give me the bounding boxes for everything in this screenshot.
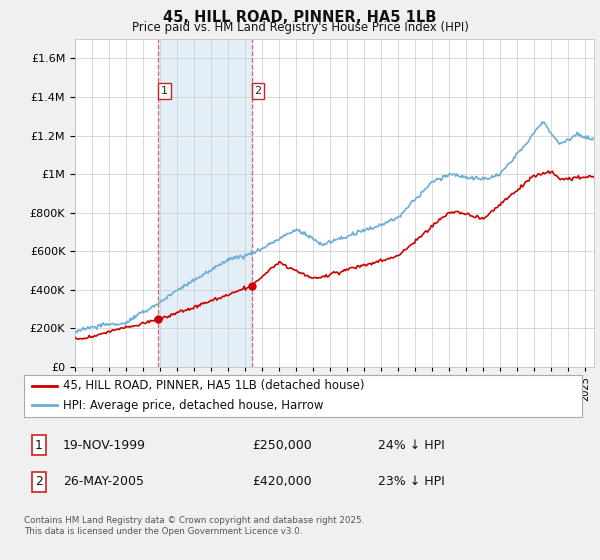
Text: 45, HILL ROAD, PINNER, HA5 1LB: 45, HILL ROAD, PINNER, HA5 1LB <box>163 10 437 25</box>
Text: 1: 1 <box>35 438 43 452</box>
Text: 19-NOV-1999: 19-NOV-1999 <box>63 438 146 452</box>
Text: 24% ↓ HPI: 24% ↓ HPI <box>378 438 445 452</box>
Text: £250,000: £250,000 <box>252 438 312 452</box>
Text: £420,000: £420,000 <box>252 475 311 488</box>
Text: Contains HM Land Registry data © Crown copyright and database right 2025.
This d: Contains HM Land Registry data © Crown c… <box>24 516 364 536</box>
Text: 26-MAY-2005: 26-MAY-2005 <box>63 475 144 488</box>
Text: HPI: Average price, detached house, Harrow: HPI: Average price, detached house, Harr… <box>63 399 323 412</box>
Bar <box>158 39 252 367</box>
Text: 1: 1 <box>161 86 168 96</box>
Text: 45, HILL ROAD, PINNER, HA5 1LB (detached house): 45, HILL ROAD, PINNER, HA5 1LB (detached… <box>63 379 365 392</box>
Text: Price paid vs. HM Land Registry's House Price Index (HPI): Price paid vs. HM Land Registry's House … <box>131 21 469 34</box>
Text: 2: 2 <box>254 86 262 96</box>
Text: 23% ↓ HPI: 23% ↓ HPI <box>378 475 445 488</box>
Text: 2: 2 <box>35 475 43 488</box>
